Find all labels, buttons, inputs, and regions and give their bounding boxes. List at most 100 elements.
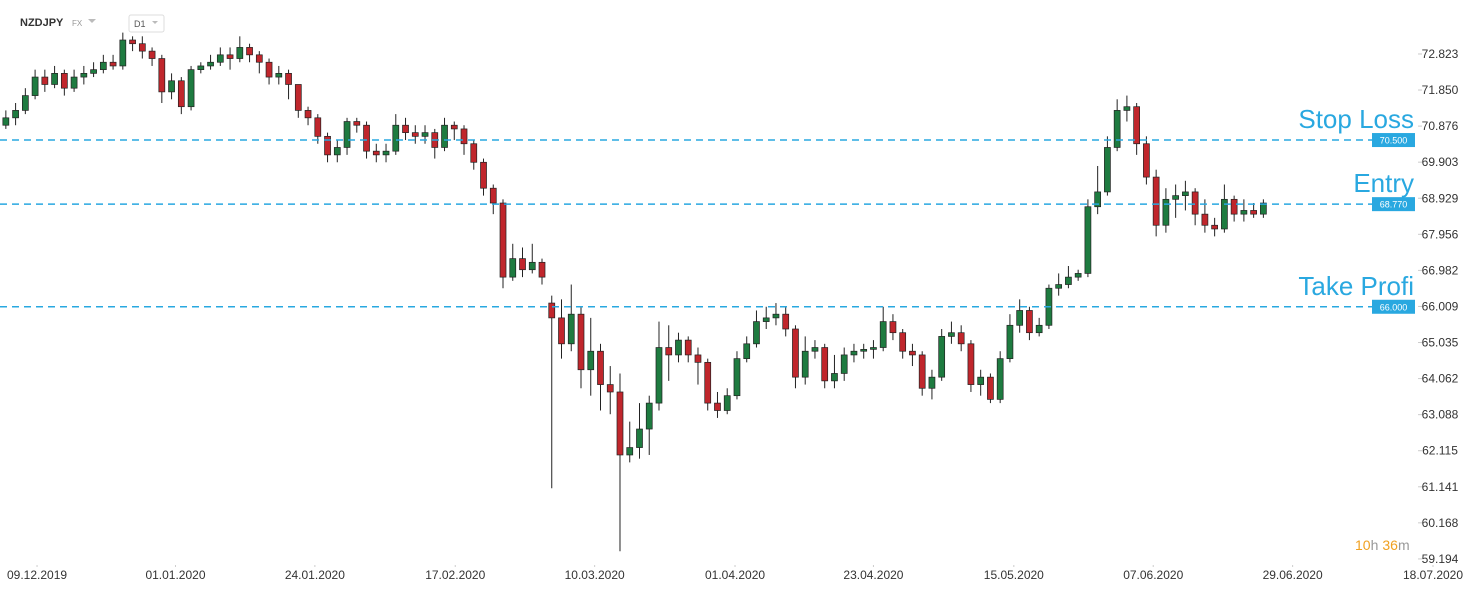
candle-body — [324, 135, 331, 156]
candle-body — [129, 39, 136, 45]
candle-body — [1133, 106, 1141, 145]
candle-body — [850, 350, 858, 356]
candle-body — [382, 150, 390, 156]
y-tick-label: 64.062 — [1422, 372, 1459, 386]
candle-body — [704, 361, 712, 404]
candle-body — [1221, 198, 1228, 230]
candle-body — [480, 161, 487, 189]
candle-body — [1123, 106, 1131, 111]
candle-body — [801, 350, 809, 378]
candle-body — [1230, 198, 1238, 215]
candle-body — [197, 65, 205, 71]
candle-body — [684, 339, 692, 356]
candle-body — [1084, 206, 1092, 274]
candle-body — [636, 428, 643, 448]
candle-body — [948, 332, 955, 337]
level-value-label: 68.770 — [1380, 200, 1408, 210]
candle-body — [255, 54, 263, 63]
y-tick-label: 72.823 — [1422, 47, 1459, 61]
dropdown-arrow[interactable] — [152, 21, 158, 24]
candle-body — [1260, 202, 1267, 215]
x-tick-label: 23.04.2020 — [843, 568, 903, 582]
candle-body — [499, 202, 507, 278]
candle-body — [265, 61, 273, 78]
y-tick-label: 66.009 — [1422, 299, 1459, 313]
symbol[interactable]: NZDJPY — [20, 17, 64, 29]
candle-body — [909, 350, 916, 356]
candle-body — [977, 376, 985, 385]
candle-body — [723, 395, 731, 411]
candle-body — [275, 73, 283, 78]
candle-body — [1104, 147, 1111, 193]
market: FX — [72, 19, 83, 28]
candle-body — [548, 302, 556, 319]
candle-body — [90, 69, 97, 74]
x-tick-label: 17.02.2020 — [425, 568, 485, 582]
x-tick-label: 29.06.2020 — [1263, 568, 1323, 582]
candle-body — [694, 354, 702, 363]
candle-body — [333, 147, 341, 156]
candle-body — [1074, 273, 1082, 278]
candle-body — [207, 61, 214, 67]
candle-body — [889, 321, 897, 334]
candle-body — [987, 376, 994, 400]
candle-body — [675, 339, 682, 356]
candle-body — [12, 110, 19, 119]
candle-body — [294, 84, 302, 111]
candle-body — [665, 347, 673, 356]
candle-body — [246, 47, 253, 56]
candle-body — [792, 328, 799, 378]
candle-body — [450, 124, 458, 130]
candle-body — [879, 321, 887, 348]
candle-body — [645, 402, 653, 430]
candle-body — [372, 150, 380, 156]
candle-body — [558, 317, 565, 345]
countdown-unit: m — [1398, 537, 1410, 553]
level-value-box — [1372, 133, 1415, 148]
candle-body — [1191, 191, 1199, 215]
candle-body — [821, 347, 829, 382]
y-tick-label: 62.115 — [1422, 444, 1458, 458]
candle-body — [470, 143, 478, 163]
candle-body — [1240, 210, 1248, 215]
y-tick-label: 70.876 — [1422, 119, 1459, 133]
y-tick-label: 69.903 — [1422, 155, 1459, 169]
candle-body — [99, 61, 107, 71]
interval[interactable]: D1 — [134, 19, 146, 29]
candle-body — [860, 349, 868, 352]
y-tick-label: 71.850 — [1422, 83, 1459, 97]
dropdown-arrow[interactable] — [88, 19, 96, 23]
candle-body — [782, 313, 790, 330]
candle-body — [158, 58, 166, 93]
candle-body — [138, 43, 146, 52]
x-tick-label: 24.01.2020 — [285, 568, 345, 582]
candle-body — [1211, 224, 1218, 230]
candle-body — [1250, 210, 1257, 215]
candle-body — [236, 47, 244, 59]
interval-box[interactable] — [128, 14, 165, 33]
candle-body — [577, 313, 585, 371]
x-tick-label: 01.04.2020 — [705, 568, 765, 582]
candle-body — [421, 132, 429, 137]
candle-body — [119, 39, 127, 67]
candle-body — [967, 343, 975, 385]
candle-body — [538, 261, 546, 278]
candle-body — [60, 73, 68, 89]
candle-body — [1006, 324, 1014, 359]
candle-body — [1055, 284, 1063, 289]
candle-body — [392, 124, 400, 152]
candle-body — [899, 332, 907, 352]
x-tick-label: 10.03.2020 — [565, 568, 625, 582]
candle-body — [928, 376, 936, 389]
candle-body — [226, 54, 234, 59]
y-tick-label: 63.088 — [1422, 408, 1459, 422]
candle-body — [168, 80, 175, 93]
countdown-minutes: 36 — [1382, 537, 1398, 553]
candle-body — [51, 73, 58, 85]
candle-body — [343, 121, 351, 148]
y-tick-label: 65.035 — [1422, 336, 1459, 350]
candle-body — [996, 358, 1004, 400]
candle-body — [597, 350, 604, 385]
candle-body — [177, 80, 185, 108]
